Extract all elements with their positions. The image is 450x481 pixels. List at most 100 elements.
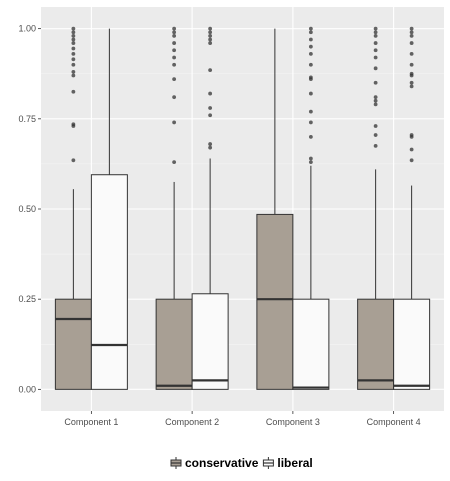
x-tick-label: Component 1 xyxy=(64,417,118,427)
outlier-point xyxy=(308,109,313,114)
iqr-box xyxy=(155,298,193,390)
x-tick-label: Component 3 xyxy=(266,417,320,427)
y-tick-label: 1.00 xyxy=(18,24,36,34)
outlier-point xyxy=(409,71,414,76)
outlier-point xyxy=(373,95,378,100)
outlier-point xyxy=(409,147,414,152)
outlier-point xyxy=(172,48,177,53)
box-liberal xyxy=(90,28,128,390)
outlier-point xyxy=(409,133,414,137)
outlier-point xyxy=(71,26,76,31)
outlier-point xyxy=(308,156,313,161)
iqr-box xyxy=(90,174,128,390)
outlier-point xyxy=(373,98,378,103)
outlier-point xyxy=(208,30,213,35)
outlier-point xyxy=(172,160,177,165)
outlier-point xyxy=(409,62,414,67)
box-liberal xyxy=(292,26,330,390)
outlier-point xyxy=(172,26,177,31)
outlier-point xyxy=(373,102,378,107)
outlier-point xyxy=(308,30,313,35)
outlier-point xyxy=(373,55,378,60)
outlier-point xyxy=(308,75,313,80)
outlier-point xyxy=(373,30,378,35)
boxes-layer xyxy=(54,26,431,390)
outlier-point xyxy=(409,51,414,56)
iqr-box xyxy=(54,298,92,390)
outlier-point xyxy=(373,124,378,128)
legend-label-liberal: liberal xyxy=(277,456,312,470)
outlier-point xyxy=(409,26,414,31)
outlier-point xyxy=(208,145,213,150)
y-tick-label: 0.75 xyxy=(18,114,36,124)
y-tick-label: 0.00 xyxy=(18,384,36,394)
outlier-point xyxy=(172,77,177,82)
outlier-point xyxy=(409,80,414,85)
outlier-point xyxy=(308,62,313,67)
outlier-point xyxy=(71,51,76,56)
outlier-point xyxy=(409,30,414,35)
outlier-point xyxy=(308,134,313,139)
outlier-point xyxy=(71,46,76,51)
outlier-point xyxy=(71,57,76,62)
outlier-point xyxy=(172,55,177,60)
box-conservative xyxy=(155,26,193,390)
outlier-point xyxy=(71,89,76,94)
outlier-point xyxy=(308,37,313,42)
outlier-point xyxy=(208,68,213,73)
y-tick-label: 0.50 xyxy=(18,204,36,214)
iqr-box xyxy=(256,213,294,390)
outlier-point xyxy=(308,51,313,56)
outlier-point xyxy=(208,33,213,38)
y-tick-label: 0.25 xyxy=(18,294,36,304)
outlier-point xyxy=(71,73,76,78)
outlier-point xyxy=(172,41,177,45)
outlier-point xyxy=(308,160,313,165)
box-liberal xyxy=(191,26,229,390)
outlier-point xyxy=(308,44,313,49)
outlier-point xyxy=(208,113,213,118)
outlier-point xyxy=(71,30,76,35)
y-axis: 0.00 0.25 0.50 0.75 1.00 xyxy=(18,24,41,394)
outlier-point xyxy=(308,26,313,31)
outlier-point xyxy=(208,37,213,42)
outlier-point xyxy=(71,41,76,45)
x-tick-label: Component 4 xyxy=(367,417,421,427)
outlier-point xyxy=(208,91,213,96)
outlier-point xyxy=(409,84,414,89)
iqr-box xyxy=(191,293,229,390)
x-axis: Component 1 Component 2 Component 3 Compone… xyxy=(64,411,421,427)
outlier-point xyxy=(308,120,313,125)
outlier-point xyxy=(172,30,177,35)
outlier-point xyxy=(373,66,378,71)
outlier-point xyxy=(208,106,213,110)
outlier-point xyxy=(71,62,76,67)
iqr-box xyxy=(393,298,431,390)
box-liberal xyxy=(393,26,431,390)
legend: conservative liberal xyxy=(170,456,313,470)
outlier-point xyxy=(71,158,76,163)
box-conservative xyxy=(256,28,294,390)
outlier-point xyxy=(409,33,414,38)
outlier-point xyxy=(172,62,177,67)
outlier-point xyxy=(373,133,378,137)
outlier-point xyxy=(71,122,76,127)
outlier-point xyxy=(71,33,76,38)
iqr-box xyxy=(357,298,395,390)
box-conservative xyxy=(357,26,395,390)
legend-key-liberal xyxy=(262,457,275,469)
outlier-point xyxy=(373,41,378,45)
outlier-point xyxy=(172,33,177,38)
outlier-point xyxy=(373,143,378,148)
outlier-point xyxy=(373,26,378,31)
outlier-point xyxy=(71,70,76,74)
iqr-box xyxy=(292,298,330,390)
outlier-point xyxy=(308,91,313,96)
outlier-point xyxy=(208,26,213,31)
outlier-point xyxy=(208,41,213,45)
outlier-point xyxy=(208,142,213,146)
outlier-point xyxy=(71,37,76,42)
legend-key-conservative xyxy=(170,457,182,469)
outlier-point xyxy=(172,120,177,125)
